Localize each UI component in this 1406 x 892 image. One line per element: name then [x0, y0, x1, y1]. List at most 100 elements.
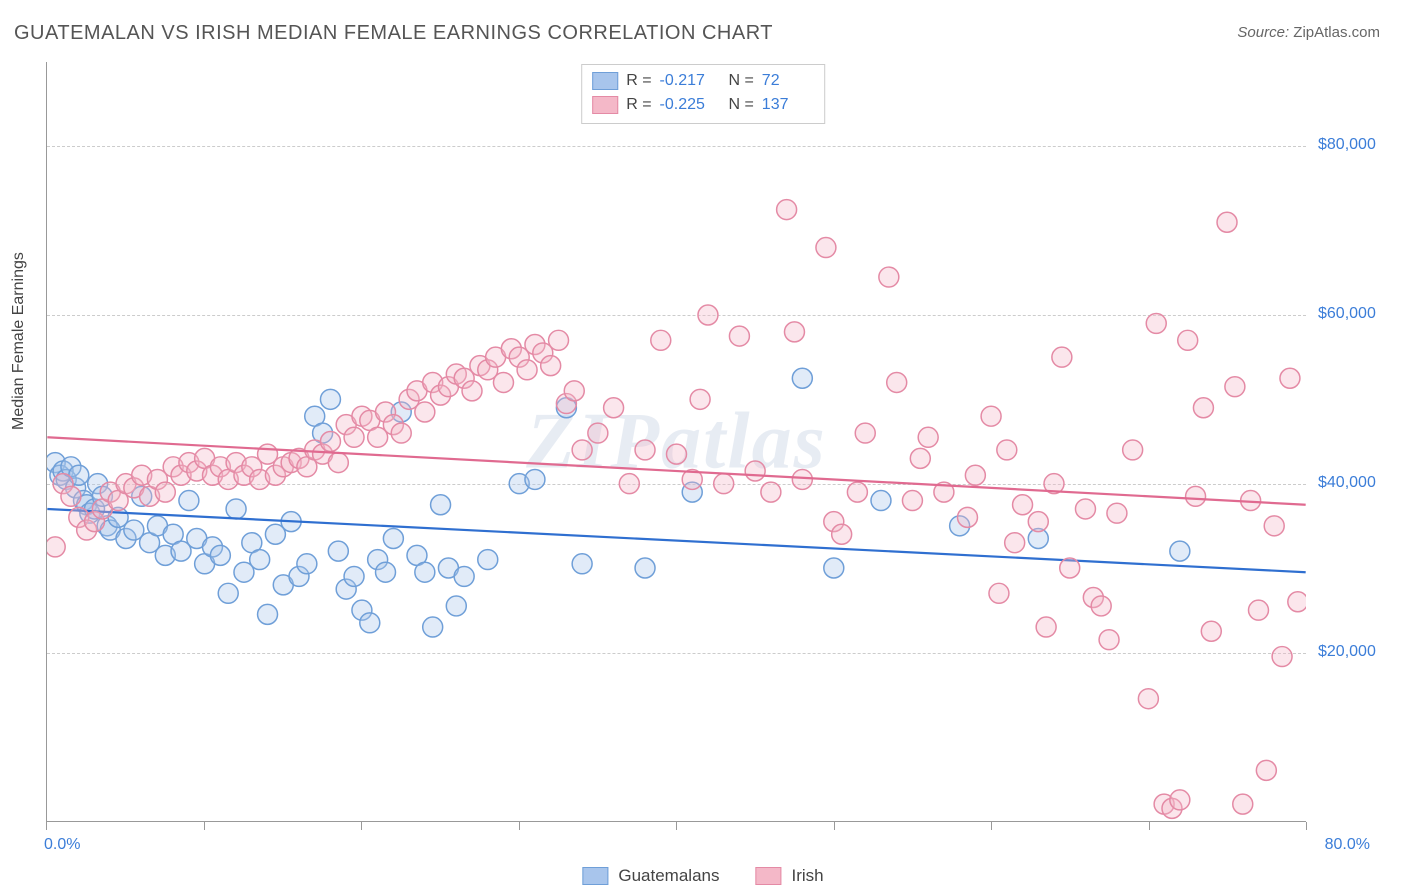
scatter-point-guatemalans — [478, 550, 498, 570]
scatter-point-irish — [320, 432, 340, 452]
scatter-point-irish — [1123, 440, 1143, 460]
legend-swatch-irish — [756, 867, 782, 885]
scatter-point-irish — [918, 427, 938, 447]
source-label: Source: — [1237, 24, 1289, 41]
scatter-point-irish — [1264, 516, 1284, 536]
swatch-irish — [592, 96, 618, 114]
scatter-svg — [47, 62, 1306, 821]
scatter-point-guatemalans — [344, 566, 364, 586]
x-max-label: 80.0% — [1325, 836, 1370, 854]
scatter-point-irish — [698, 305, 718, 325]
scatter-point-irish — [604, 398, 624, 418]
scatter-point-irish — [855, 423, 875, 443]
x-tick — [204, 822, 205, 830]
n-label: N = — [720, 96, 754, 114]
scatter-point-irish — [1028, 512, 1048, 532]
scatter-point-guatemalans — [792, 368, 812, 388]
scatter-point-guatemalans — [454, 566, 474, 586]
scatter-point-irish — [1036, 617, 1056, 637]
n-value-irish: 137 — [762, 96, 814, 114]
scatter-point-irish — [1201, 621, 1221, 641]
r-label: R = — [626, 72, 651, 90]
scatter-point-irish — [1060, 558, 1080, 578]
chart-container: GUATEMALAN VS IRISH MEDIAN FEMALE EARNIN… — [0, 0, 1406, 892]
scatter-point-irish — [47, 537, 65, 557]
scatter-point-irish — [1178, 330, 1198, 350]
scatter-point-irish — [910, 448, 930, 468]
scatter-point-guatemalans — [635, 558, 655, 578]
scatter-point-irish — [619, 474, 639, 494]
y-tick-label: $80,000 — [1318, 136, 1376, 154]
scatter-point-guatemalans — [376, 562, 396, 582]
scatter-point-guatemalans — [423, 617, 443, 637]
scatter-point-guatemalans — [210, 545, 230, 565]
r-value-guatemalans: -0.217 — [660, 72, 712, 90]
scatter-point-irish — [714, 474, 734, 494]
scatter-point-irish — [391, 423, 411, 443]
legend-item-guatemalans: Guatemalans — [582, 866, 719, 886]
scatter-point-irish — [832, 524, 852, 544]
r-label: R = — [626, 96, 651, 114]
scatter-point-irish — [784, 322, 804, 342]
legend-swatch-guatemalans — [582, 867, 608, 885]
scatter-point-irish — [729, 326, 749, 346]
plot-area: ZIPatlas — [46, 62, 1306, 822]
scatter-point-guatemalans — [226, 499, 246, 519]
scatter-point-irish — [541, 356, 561, 376]
scatter-point-irish — [847, 482, 867, 502]
scatter-point-guatemalans — [320, 389, 340, 409]
scatter-point-irish — [1005, 533, 1025, 553]
scatter-point-irish — [1052, 347, 1072, 367]
scatter-point-irish — [981, 406, 1001, 426]
legend-item-irish: Irish — [756, 866, 824, 886]
scatter-point-irish — [745, 461, 765, 481]
scatter-point-irish — [344, 427, 364, 447]
y-tick-label: $20,000 — [1318, 643, 1376, 661]
y-tick-label: $60,000 — [1318, 305, 1376, 323]
scatter-point-irish — [958, 507, 978, 527]
scatter-point-irish — [549, 330, 569, 350]
x-tick — [46, 822, 47, 830]
x-tick — [991, 822, 992, 830]
scatter-point-guatemalans — [525, 469, 545, 489]
scatter-point-irish — [1233, 794, 1253, 814]
scatter-point-irish — [1193, 398, 1213, 418]
stats-legend: R = -0.217 N = 72 R = -0.225 N = 137 — [581, 64, 825, 124]
x-tick — [1149, 822, 1150, 830]
x-tick — [834, 822, 835, 830]
scatter-point-guatemalans — [250, 550, 270, 570]
chart-title: GUATEMALAN VS IRISH MEDIAN FEMALE EARNIN… — [14, 22, 773, 45]
scatter-point-irish — [1091, 596, 1111, 616]
scatter-point-guatemalans — [218, 583, 238, 603]
scatter-point-irish — [588, 423, 608, 443]
scatter-point-irish — [1217, 212, 1237, 232]
stats-row-irish: R = -0.225 N = 137 — [592, 93, 814, 117]
scatter-point-guatemalans — [179, 491, 199, 511]
scatter-point-guatemalans — [572, 554, 592, 574]
x-min-label: 0.0% — [44, 836, 80, 854]
scatter-point-irish — [155, 482, 175, 502]
scatter-point-guatemalans — [1170, 541, 1190, 561]
scatter-point-irish — [761, 482, 781, 502]
scatter-point-irish — [1138, 689, 1158, 709]
scatter-point-guatemalans — [431, 495, 451, 515]
legend-label-irish: Irish — [792, 866, 824, 886]
scatter-point-irish — [517, 360, 537, 380]
scatter-point-irish — [1013, 495, 1033, 515]
scatter-point-guatemalans — [871, 491, 891, 511]
scatter-point-irish — [879, 267, 899, 287]
scatter-point-guatemalans — [383, 528, 403, 548]
n-value-guatemalans: 72 — [762, 72, 814, 90]
x-tick — [519, 822, 520, 830]
x-tick — [1306, 822, 1307, 830]
x-tick — [676, 822, 677, 830]
scatter-point-irish — [792, 469, 812, 489]
scatter-point-guatemalans — [446, 596, 466, 616]
scatter-point-irish — [493, 372, 513, 392]
scatter-point-irish — [462, 381, 482, 401]
scatter-point-irish — [1272, 647, 1292, 667]
n-label: N = — [720, 72, 754, 90]
scatter-point-irish — [1256, 760, 1276, 780]
scatter-point-irish — [328, 453, 348, 473]
y-axis-label: Median Female Earnings — [10, 252, 28, 430]
